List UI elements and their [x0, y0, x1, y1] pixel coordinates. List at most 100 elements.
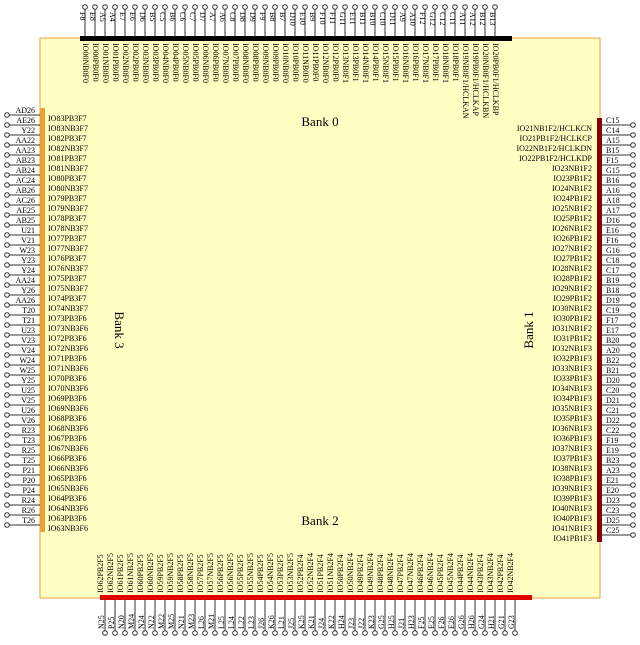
pin-number: A15 — [606, 136, 620, 145]
pin-signal: IO81PB3F7 — [48, 154, 87, 163]
pin-signal: IO51NB2F4 — [326, 553, 335, 593]
pin-number: H23 — [407, 615, 416, 629]
pin-end — [192, 630, 198, 636]
pin-signal: IO00PB0F0 — [91, 43, 100, 82]
pin-end — [4, 442, 10, 448]
pin-end — [630, 432, 636, 438]
pin-end — [630, 162, 636, 168]
bank-label: Bank 1 — [521, 311, 536, 348]
pin-signal: IO70NB3F6 — [48, 384, 88, 393]
pin-end — [4, 152, 10, 158]
pin-signal: IO61PB2F5 — [116, 554, 125, 593]
pin-signal: IO79PB3F7 — [48, 194, 87, 203]
pin-end — [492, 630, 498, 636]
pin-signal: IO50PB2F4 — [336, 554, 345, 593]
pin-end — [262, 4, 268, 10]
pin-signal: IO41NB1F3 — [552, 524, 592, 533]
pin-signal: IO06NB0F0 — [201, 43, 210, 83]
pin-number: G26 — [457, 615, 466, 629]
pin-end — [4, 132, 10, 138]
pin-signal: IO38PB1F3 — [553, 474, 592, 483]
pin-signal: IO45PB2F4 — [436, 554, 445, 593]
pin-signal: IO75PB3F7 — [48, 274, 87, 283]
pin-end — [322, 630, 328, 636]
pin-signal: IO71NB3F6 — [48, 364, 88, 373]
pin-signal: IO48NB2F4 — [386, 553, 395, 593]
pin-end — [630, 362, 636, 368]
pin-end — [502, 630, 508, 636]
pin-end — [4, 452, 10, 458]
pin-end — [92, 4, 98, 10]
pin-number: G23 — [507, 615, 516, 629]
pin-end — [122, 630, 128, 636]
pin-number: G21 — [497, 615, 506, 629]
pin-end — [630, 332, 636, 338]
pin-signal: IO37NB1F3 — [552, 444, 592, 453]
pin-number: T25 — [22, 456, 35, 465]
pin-number: C5 — [158, 12, 167, 21]
pin-number: G24 — [477, 615, 486, 629]
pin-end — [342, 4, 348, 10]
pin-end — [302, 4, 308, 10]
pin-end — [630, 422, 636, 428]
pin-end — [630, 142, 636, 148]
pin-end — [630, 302, 636, 308]
pin-number: B15 — [606, 146, 619, 155]
pin-number: AD26 — [15, 106, 35, 115]
pin-number: R23 — [22, 426, 35, 435]
pin-number: B21 — [606, 366, 619, 375]
pin-end — [4, 302, 10, 308]
pin-signal: IO56NB2F5 — [226, 553, 235, 593]
pin-end — [630, 402, 636, 408]
pin-number: U21 — [21, 226, 35, 235]
pin-end — [202, 630, 208, 636]
pin-signal: IO64PB3F6 — [48, 494, 87, 503]
pin-signal: IO24NB1F2 — [552, 184, 592, 193]
pin-signal: IO22NB1F2/HCLKDN — [516, 144, 592, 153]
pin-end — [252, 630, 258, 636]
pin-end — [102, 630, 108, 636]
pin-number: M23 — [187, 614, 196, 629]
pin-signal: IO08NB0F0 — [241, 43, 250, 83]
pin-end — [132, 630, 138, 636]
pin-end — [630, 282, 636, 288]
pin-signal: IO10PB0F0 — [291, 43, 300, 82]
pin-end — [212, 630, 218, 636]
pin-number: E10 — [298, 12, 307, 25]
pin-end — [4, 162, 10, 168]
pin-number: C22 — [606, 426, 619, 435]
pin-signal: IO42PB2F4 — [496, 554, 505, 593]
pin-end — [4, 232, 10, 238]
pin-end — [182, 630, 188, 636]
pin-number: AA22 — [15, 136, 35, 145]
pin-end — [452, 630, 458, 636]
pin-number: AA23 — [15, 146, 35, 155]
pin-signal: IO40PB1F3 — [553, 514, 592, 523]
pin-signal: IO05NB0F0 — [181, 43, 190, 83]
pin-signal: IO57NB2F5 — [206, 553, 215, 593]
pin-end — [152, 4, 158, 10]
pin-number: B23 — [606, 456, 619, 465]
pin-number: F17 — [606, 316, 618, 325]
pin-number: G25 — [377, 615, 386, 629]
pin-signal: IO15PB0F1 — [391, 43, 400, 82]
pin-end — [162, 630, 168, 636]
pin-signal: IO11NB0F0 — [301, 43, 310, 83]
pin-end — [4, 372, 10, 378]
pin-signal: IO16NB0F1 — [401, 43, 410, 83]
pin-signal: IO80PB3F7 — [48, 174, 87, 183]
pin-number: E20 — [606, 486, 619, 495]
pin-signal: IO80NB3F7 — [48, 184, 88, 193]
pin-number: G11 — [338, 12, 347, 25]
pin-end — [112, 630, 118, 636]
pin-signal: IO13PB0F1 — [351, 43, 360, 82]
pin-number: L21 — [277, 616, 286, 629]
pin-number: F11 — [328, 12, 337, 24]
pin-end — [630, 512, 636, 518]
pin-signal: IO39PB1F3 — [553, 494, 592, 503]
pin-number: J26 — [257, 618, 266, 629]
pin-signal: IO71PB3F6 — [48, 354, 87, 363]
pin-number: C14 — [606, 126, 619, 135]
pin-signal: IO09PB0F0 — [271, 43, 280, 82]
pin-signal: IO49PB2F4 — [356, 554, 365, 593]
